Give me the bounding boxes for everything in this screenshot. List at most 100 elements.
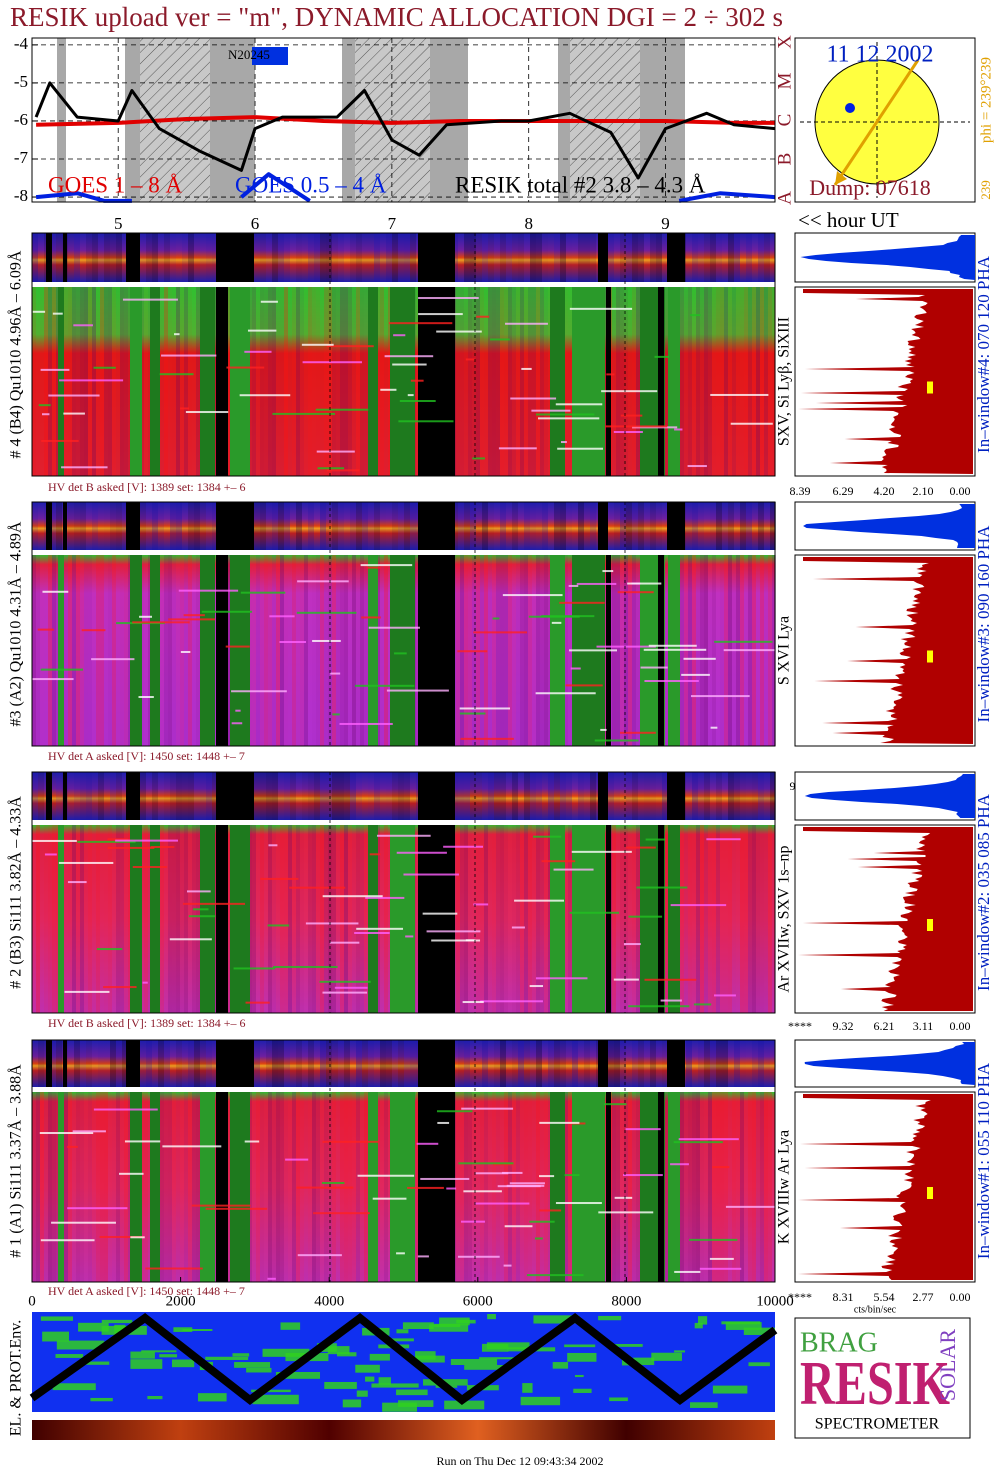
spectrogram-streak [690, 695, 750, 698]
hv-label: HV det A asked [V]: 1450 set: 1448 +– 7 [48, 749, 245, 763]
spectrogram-texture [44, 825, 48, 1013]
strip-texture [614, 233, 620, 282]
spectrogram-streak [498, 447, 537, 450]
spectrogram-texture [280, 555, 284, 746]
spectrogram-texture [188, 555, 192, 746]
strip-texture [356, 502, 362, 550]
spectrogram-texture [636, 825, 640, 1013]
spectrogram-streak [313, 1212, 370, 1215]
strip-texture [506, 772, 512, 820]
spectrogram-texture [496, 825, 500, 1013]
spectrogram-texture [264, 1092, 268, 1282]
strip-gap [418, 502, 455, 550]
spectrogram-streak [644, 978, 697, 981]
spectrogram-streak [316, 450, 355, 453]
strip-texture [290, 1040, 296, 1087]
env-blob [396, 1329, 409, 1334]
strip-texture [272, 772, 278, 820]
green-column [668, 825, 680, 1013]
strip-texture [770, 772, 776, 820]
strip-texture [80, 502, 86, 550]
spectrogram-streak [52, 312, 63, 315]
count-profile [798, 827, 973, 1011]
spectrogram-texture [256, 555, 260, 746]
strip-texture [320, 772, 326, 820]
green-column [230, 1092, 250, 1282]
strip-texture [356, 1040, 362, 1087]
spectrogram-texture [684, 825, 688, 1013]
spectrogram-streak [201, 610, 253, 613]
strip-texture [608, 772, 614, 820]
spectrogram-frame [31, 232, 776, 477]
spectrogram-streak [269, 615, 295, 618]
spectrogram-streak [709, 1257, 734, 1260]
spectrogram-texture [616, 1092, 620, 1282]
spectrogram-texture [256, 287, 260, 476]
spectrogram-streak [714, 640, 773, 643]
spectrogram-texture [764, 825, 768, 1013]
strip-texture [476, 502, 482, 550]
strip-texture [32, 1040, 38, 1087]
strip-texture [260, 233, 266, 282]
strip-texture [482, 233, 488, 282]
spectrogram-texture [172, 555, 176, 746]
spectrogram-streak [132, 866, 167, 869]
spectrogram-streak [532, 835, 562, 838]
strip-texture [398, 772, 404, 820]
spectrogram-texture [696, 825, 700, 1013]
strip-texture [722, 502, 728, 550]
env-blob [369, 1353, 390, 1361]
env-blob [651, 1352, 682, 1361]
strip-texture [272, 233, 278, 282]
pha-tick-label: 0.00 [950, 484, 971, 498]
spectrogram-streak [321, 1181, 345, 1184]
strip-gap [46, 233, 52, 282]
spectrogram-texture [80, 825, 84, 1013]
strip-texture [74, 772, 80, 820]
spectrogram-texture [80, 555, 84, 746]
spectrogram-streak [93, 366, 116, 369]
spectrogram-streak [77, 840, 136, 843]
strip-texture [308, 1040, 314, 1087]
logo-solar: SOLAR [935, 1329, 960, 1401]
spectrogram-streak [625, 1128, 661, 1131]
env-blob [721, 1321, 761, 1325]
strip-texture [404, 1040, 410, 1087]
spectrogram-texture [276, 1092, 280, 1282]
spectrogram-streak [626, 846, 656, 849]
spectrogram-texture [44, 287, 48, 476]
gap-column [216, 1092, 228, 1282]
spectrogram-streak [132, 621, 190, 624]
strip-texture [632, 502, 638, 550]
spectrogram-texture [532, 825, 536, 1013]
spectrogram-texture [564, 555, 568, 746]
spectrogram-texture [268, 287, 272, 476]
spectrogram-streak [601, 390, 658, 393]
strip-texture [284, 772, 290, 820]
strip-texture [470, 502, 476, 550]
spectrogram-texture [324, 555, 328, 746]
strip-texture [704, 772, 710, 820]
strip-texture [512, 502, 518, 550]
strip-texture [398, 233, 404, 282]
green-column [130, 1092, 142, 1282]
strip-texture [260, 1040, 266, 1087]
green-column [668, 1092, 680, 1282]
env-blob [56, 1340, 105, 1350]
strip-texture [68, 1040, 74, 1087]
spectrogram-streak [231, 722, 243, 725]
spectrogram-texture [112, 1092, 116, 1282]
spectrogram-texture [496, 287, 500, 476]
spectrogram-streak [93, 1108, 158, 1111]
spectrogram-streak [205, 1207, 268, 1210]
spectrogram-streak [107, 838, 129, 841]
spectrogram-streak [296, 1186, 354, 1189]
spectrogram-texture [68, 287, 72, 476]
y-tick-label: -5 [14, 72, 28, 91]
env-blob [336, 1352, 357, 1357]
spectrogram-streak [403, 873, 459, 876]
spectrogram-streak [418, 297, 479, 300]
spectrogram-streak [312, 639, 341, 642]
spectrogram-texture [196, 287, 200, 476]
strip-texture [386, 502, 392, 550]
